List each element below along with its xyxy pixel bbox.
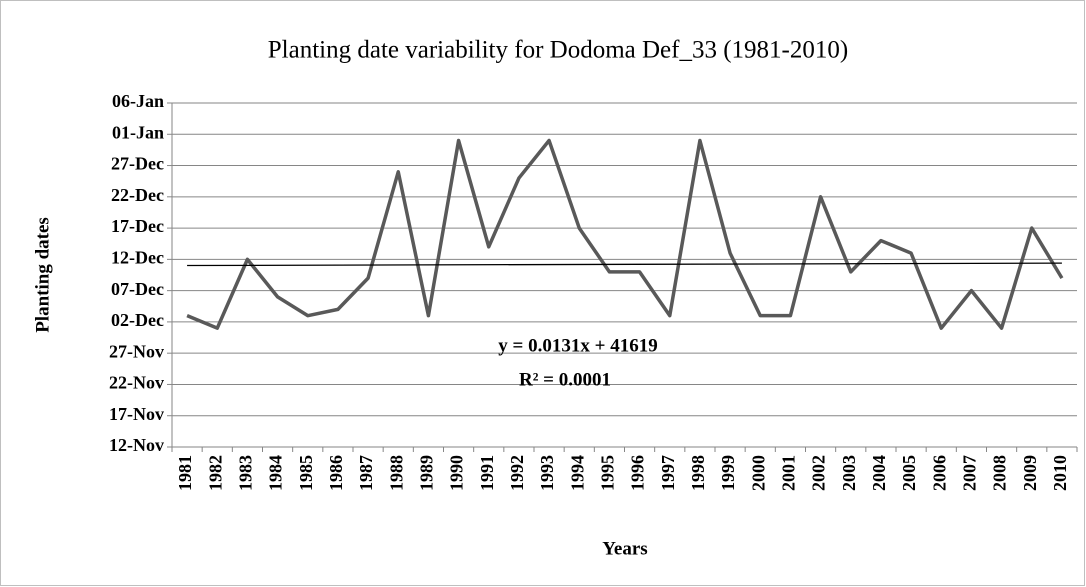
x-tick-label: 2004 [869,455,889,491]
y-tick-label: 22-Nov [109,373,164,393]
x-tick-label: 1985 [296,455,316,491]
data-line [186,138,1064,330]
x-tick-label: 2007 [960,455,980,491]
trendline [187,262,1062,267]
x-tick-label: 1990 [447,455,467,491]
x-tick-label: 1994 [567,455,587,491]
x-tick-label: 1987 [356,455,376,491]
y-tick-label: 02-Dec [111,310,164,330]
x-tick-label: 1991 [477,455,497,491]
trend-r2: R² = 0.0001 [519,369,611,390]
x-tick-label: 2005 [899,455,919,491]
x-tick-label: 1981 [175,455,195,491]
x-tick-label: 1986 [326,455,346,491]
x-tick-label: 1996 [628,455,648,491]
x-tick-label: 1984 [266,455,286,491]
x-tick-label: 2010 [1050,455,1070,491]
y-tick-label: 12-Dec [111,247,164,267]
x-tick-label: 1988 [386,455,406,491]
x-tick-label: 1998 [688,455,708,491]
x-tick-label: 2001 [779,455,799,491]
y-tick-label: 17-Dec [111,216,164,236]
y-axis-label: Planting dates [32,217,53,333]
x-tick-label: 1989 [417,455,437,491]
y-tick-label: 27-Nov [109,341,164,361]
y-tick-label: 06-Jan [112,91,164,111]
x-tick-label: 2009 [1020,455,1040,491]
y-tick-label: 17-Nov [109,404,164,424]
trend-equation: y = 0.0131x + 41619 [498,335,657,356]
x-tick-label: 2003 [839,455,859,491]
x-tick-label: 1995 [598,455,618,491]
y-tick-label: 07-Dec [111,279,164,299]
x-tick-label: 1982 [205,455,225,491]
y-tick-label: 27-Dec [111,154,164,174]
chart-title: Planting date variability for Dodoma Def… [268,37,848,64]
x-tick-label: 1993 [537,455,557,491]
x-tick-label: 2008 [990,455,1010,491]
x-tick-label: 2002 [809,455,829,491]
x-tick-label: 1997 [658,455,678,491]
y-tick-label: 22-Dec [111,185,164,205]
y-tick-label: 12-Nov [109,435,164,455]
y-tick-label: 01-Jan [112,122,164,142]
x-tick-label: 1983 [236,455,256,491]
x-tick-label: 1992 [507,455,527,491]
x-axis-label: Years [602,538,647,559]
x-tick-label: 2000 [748,455,768,491]
x-tick-label: 1999 [718,455,738,491]
x-tick-label: 2006 [929,455,949,491]
